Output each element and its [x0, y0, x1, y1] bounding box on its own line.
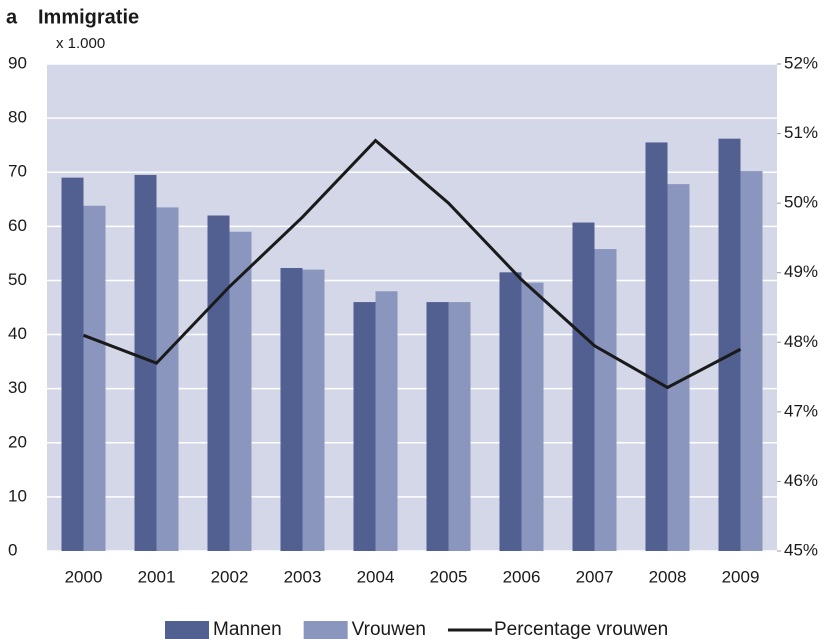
legend-label: Mannen: [213, 619, 282, 639]
y-tick-label: 70: [8, 162, 27, 181]
x-tick-label: 2008: [649, 567, 687, 586]
bar: [645, 142, 668, 551]
y2-tick-label: 47%: [784, 401, 818, 420]
y2-tick-label: 45%: [784, 540, 818, 559]
x-tick-label: 2003: [284, 567, 322, 586]
x-tick-label: 2002: [211, 567, 249, 586]
bar: [302, 269, 325, 551]
bar: [740, 171, 763, 551]
x-tick-label: 2007: [576, 567, 614, 586]
y2-tick-label: 52%: [784, 53, 818, 72]
y-unit: x 1.000: [56, 35, 105, 52]
x-tick-label: 2005: [430, 567, 468, 586]
x-tick-label: 2001: [138, 567, 176, 586]
legend-swatch: [165, 621, 209, 639]
line: [82, 138, 742, 390]
bar: [426, 302, 449, 551]
bar: [207, 215, 230, 551]
x-tick-label: 2000: [65, 567, 103, 586]
bar: [521, 282, 544, 551]
y2-tick-label: 50%: [784, 193, 818, 212]
legend-label: Vrouwen: [352, 619, 426, 639]
bar: [448, 302, 471, 551]
bar: [156, 207, 179, 551]
bar: [667, 184, 690, 552]
y-tick-label: 30: [8, 378, 27, 397]
y2-tick-label: 46%: [784, 471, 818, 490]
bar: [594, 249, 617, 551]
bar: [353, 302, 376, 551]
y2-tick-label: 49%: [784, 262, 818, 281]
bar: [134, 174, 157, 551]
x-tick-label: 2004: [357, 567, 395, 586]
bar: [280, 267, 303, 551]
bar: [83, 205, 106, 551]
x-tick-label: 2009: [722, 567, 760, 586]
panel-label: a: [6, 6, 18, 28]
y-tick-label: 10: [8, 486, 27, 505]
bar: [61, 177, 84, 551]
bar: [229, 231, 252, 551]
bar: [499, 272, 522, 551]
legend-label: Percentage vrouwen: [494, 619, 668, 639]
y-tick-label: 0: [8, 540, 17, 559]
bar: [375, 291, 398, 551]
legend-swatch: [303, 621, 348, 639]
chart-title: Immigratie: [38, 6, 139, 28]
y-tick-label: 90: [8, 53, 27, 72]
y2-tick-label: 48%: [784, 332, 818, 351]
y-tick-label: 40: [8, 324, 27, 343]
x-tick-label: 2006: [503, 567, 541, 586]
y-tick-label: 20: [8, 432, 27, 451]
y-tick-label: 50: [8, 270, 27, 289]
y2-tick-label: 51%: [784, 123, 818, 142]
y-tick-label: 80: [8, 108, 27, 127]
bar: [572, 222, 595, 551]
bar: [718, 138, 741, 551]
y-tick-label: 60: [8, 216, 27, 235]
